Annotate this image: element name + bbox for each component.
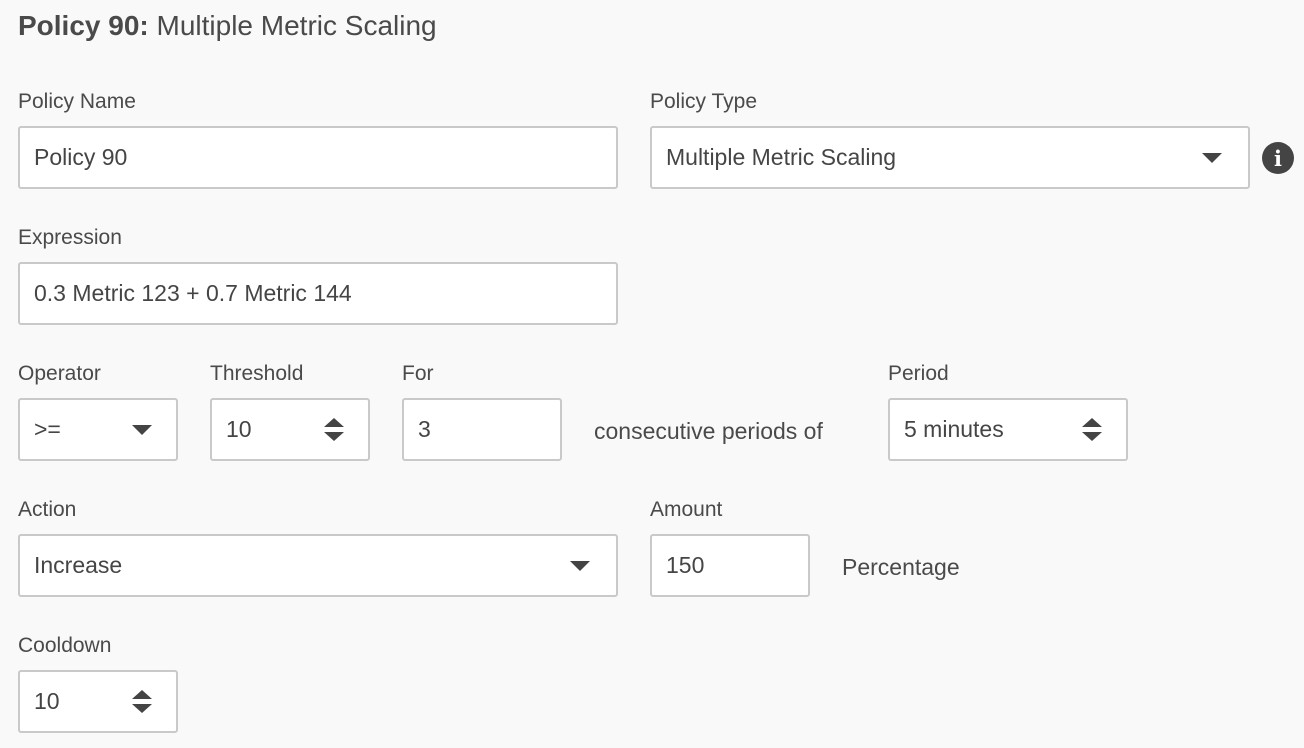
page-title: Policy 90: Multiple Metric Scaling (18, 8, 437, 44)
policy-type-select[interactable]: Multiple Metric Scaling (650, 126, 1250, 189)
policy-name-value: Policy 90 (34, 144, 128, 170)
for-input[interactable]: 3 (402, 398, 562, 461)
expression-input[interactable]: 0.3 Metric 123 + 0.7 Metric 144 (18, 262, 618, 325)
cooldown-label: Cooldown (18, 634, 112, 657)
threshold-label: Threshold (210, 362, 304, 385)
for-value: 3 (418, 416, 431, 442)
info-icon[interactable]: i (1262, 142, 1294, 174)
period-label: Period (888, 362, 949, 385)
policy-type-label: Policy Type (650, 90, 757, 113)
amount-unit: Percentage (842, 554, 960, 580)
period-stepper[interactable]: 5 minutes (888, 398, 1128, 461)
stepper-arrows-icon[interactable] (324, 418, 344, 441)
title-policy-id: Policy 90: (18, 10, 149, 41)
threshold-stepper[interactable]: 10 (210, 398, 370, 461)
action-label: Action (18, 498, 77, 521)
action-select[interactable]: Increase (18, 534, 618, 597)
amount-label: Amount (650, 498, 723, 521)
cooldown-value: 10 (34, 688, 60, 714)
stepper-arrows-icon[interactable] (132, 690, 152, 713)
expression-value: 0.3 Metric 123 + 0.7 Metric 144 (34, 280, 352, 306)
policy-type-value: Multiple Metric Scaling (666, 144, 897, 170)
stepper-arrows-icon[interactable] (1082, 418, 1102, 441)
for-label: For (402, 362, 434, 385)
operator-label: Operator (18, 362, 101, 385)
policy-name-input[interactable]: Policy 90 (18, 126, 618, 189)
cooldown-stepper[interactable]: 10 (18, 670, 178, 733)
threshold-value: 10 (226, 416, 252, 442)
action-value: Increase (34, 552, 123, 578)
chevron-down-icon (570, 560, 590, 571)
chevron-down-icon (1202, 152, 1222, 163)
title-policy-type: Multiple Metric Scaling (156, 10, 437, 41)
amount-input[interactable]: 150 (650, 534, 810, 597)
operator-value: >= (34, 416, 61, 442)
period-value: 5 minutes (904, 416, 1004, 442)
amount-value: 150 (666, 552, 705, 578)
chevron-down-icon (132, 424, 152, 435)
policy-name-label: Policy Name (18, 90, 136, 113)
operator-select[interactable]: >= (18, 398, 178, 461)
expression-label: Expression (18, 226, 122, 249)
consecutive-periods-text: consecutive periods of (594, 418, 823, 444)
